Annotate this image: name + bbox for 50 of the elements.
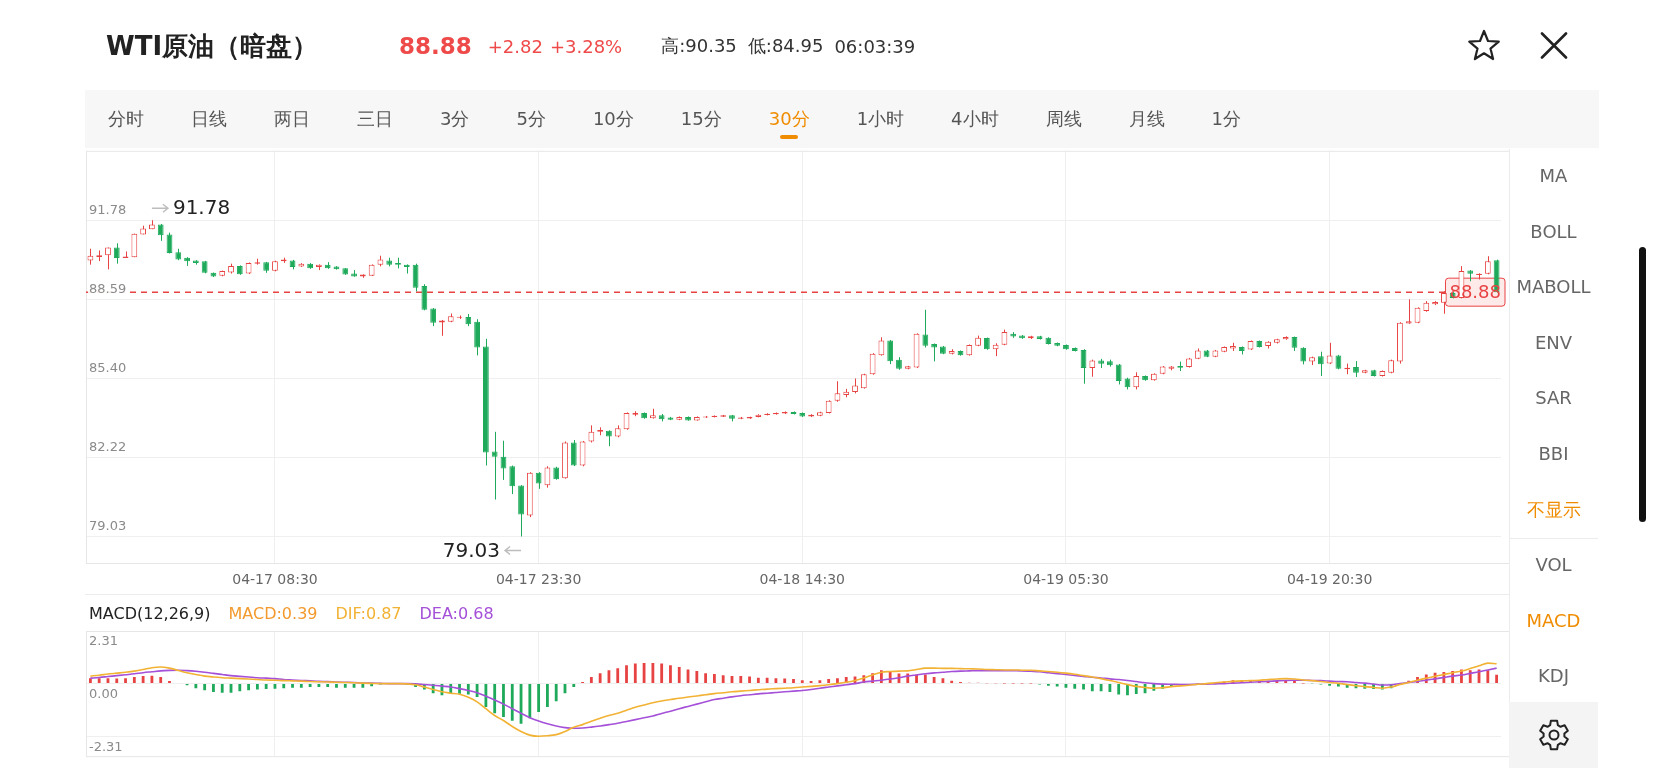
text: 88.88 <box>399 33 472 59</box>
y-tick-label: 85.40 <box>89 359 127 375</box>
annotation: 79.03 <box>442 537 501 562</box>
text: 30分 <box>768 108 810 129</box>
y-tick-label: 88.59 <box>89 280 127 296</box>
text: 三日 <box>357 108 393 129</box>
text: MACD <box>1526 609 1581 631</box>
x-tick-label: 04-19 20:30 <box>1286 571 1373 588</box>
text: WTI原油（暗盘） <box>106 30 319 63</box>
text: BBI <box>1538 443 1569 464</box>
text: 4小时 <box>951 108 999 129</box>
text: 周线 <box>1045 108 1082 129</box>
text: 两日 <box>274 108 310 129</box>
text: 10分 <box>592 108 634 129</box>
x-tick-label: 04-17 23:30 <box>495 571 582 588</box>
text: 不显示 <box>1526 498 1581 520</box>
text: +2.82 <box>487 35 543 57</box>
y-tick-label: 0.00 <box>89 686 118 701</box>
text: SAR <box>1535 387 1572 409</box>
x-tick-label: 04-17 08:30 <box>232 571 318 588</box>
text: ENV <box>1534 331 1573 353</box>
y-tick-label: 79.03 <box>89 517 127 533</box>
text: 月线 <box>1128 108 1165 129</box>
text: KDJ <box>1538 665 1569 686</box>
y-tick-label: 2.31 <box>89 633 118 649</box>
text: DEA:0.68 <box>419 603 494 623</box>
text: MA <box>1539 165 1568 186</box>
text: 3分 <box>440 108 470 129</box>
text: 5分 <box>516 108 546 129</box>
text: 06:03:39 <box>834 35 916 57</box>
x-tick-label: 04-19 05:30 <box>1023 571 1109 588</box>
annotation: 91.78 <box>172 195 231 220</box>
y-tick-label: 91.78 <box>89 201 127 217</box>
text: 1分 <box>1211 108 1241 129</box>
text: 15分 <box>680 108 722 129</box>
text: 分时 <box>108 108 144 129</box>
x-tick-label: 04-18 14:30 <box>759 571 846 588</box>
text: 日线 <box>191 108 227 129</box>
text: 1小时 <box>856 108 905 129</box>
y-tick-label: -2.31 <box>89 738 123 754</box>
text: VOL <box>1535 554 1572 575</box>
y-tick-label: 82.22 <box>89 438 127 454</box>
chart-title: MACD(12,26,9) <box>89 603 211 623</box>
text: 低:84.95 <box>747 34 824 58</box>
text: +3.28% <box>549 35 623 57</box>
text: 高:90.35 <box>661 34 737 58</box>
text: MABOLL <box>1516 276 1591 298</box>
text: DIF:0.87 <box>335 603 402 623</box>
text: MACD:0.39 <box>228 603 318 623</box>
text: BOLL <box>1530 220 1577 242</box>
